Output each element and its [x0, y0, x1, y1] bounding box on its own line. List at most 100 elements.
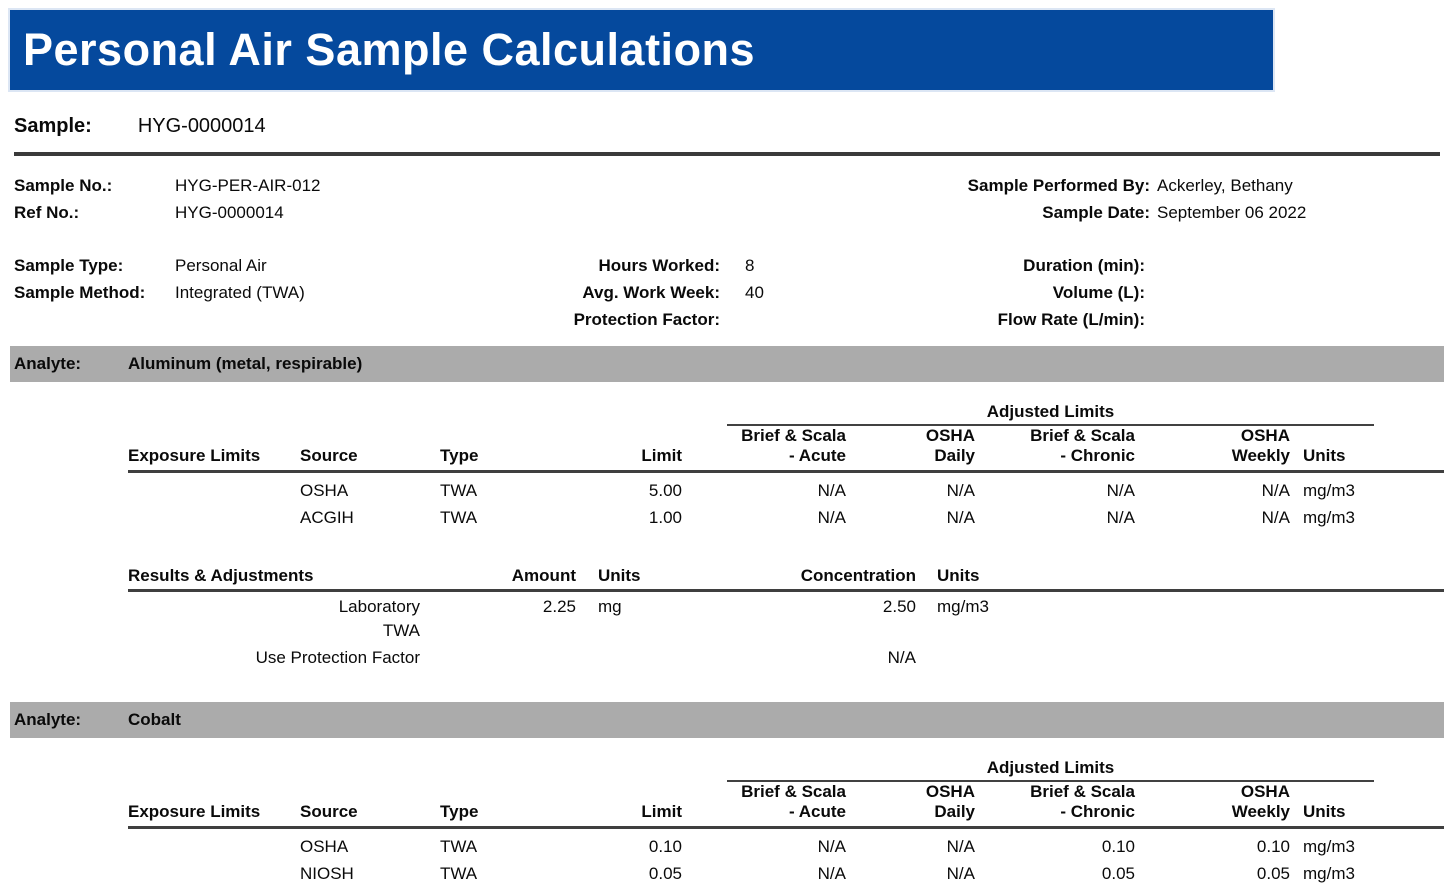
- parameters-left-column: Sample Type: Personal Air Sample Method:…: [14, 252, 544, 333]
- result-amount: [420, 617, 576, 644]
- limit-source: OSHA: [300, 836, 349, 856]
- limit-header: Limit: [530, 426, 682, 473]
- units-header: Units: [1290, 782, 1445, 829]
- adj-chronic: 0.05: [1101, 864, 1135, 883]
- sample-heading: Sample: HYG-0000014: [14, 113, 1444, 139]
- osha-daily-header: OSHA Daily: [846, 426, 975, 473]
- hours-worked-row: Hours Worked: 8: [544, 252, 805, 279]
- limits-header-row: Exposure Limits Source Type Limit Brief …: [128, 426, 1445, 473]
- sample-date-row: Sample Date: September 06 2022: [710, 199, 1444, 226]
- analyte-name: Aluminum (metal, respirable): [128, 354, 363, 373]
- analyte-bar-cobalt: Analyte: Cobalt: [10, 702, 1444, 738]
- sample-parameters-section: Sample Type: Personal Air Sample Method:…: [14, 252, 1444, 333]
- limit-row: OSHA TWA 5.00 N/A N/A N/A N/A mg/m3: [128, 472, 1444, 503]
- limit-type: TWA: [440, 864, 478, 883]
- identity-right-column: Sample Performed By: Ackerley, Bethany S…: [710, 172, 1444, 226]
- limit-source: ACGIH: [300, 508, 354, 527]
- adj-chronic: N/A: [1106, 508, 1135, 527]
- sample-date-value: September 06 2022: [1157, 203, 1307, 222]
- limit-units: mg/m3: [1303, 836, 1355, 856]
- adj-acute: N/A: [817, 508, 846, 527]
- parameters-right-column: Duration (min): Volume (L): Flow Rate (L…: [805, 252, 1444, 333]
- duration-row: Duration (min):: [805, 252, 1444, 279]
- concentration-header: Concentration: [700, 565, 916, 592]
- adjusted-limits-group-header: Adjusted Limits: [727, 402, 1375, 426]
- results-adjustments-header: Results & Adjustments: [128, 565, 420, 592]
- sample-no-row: Sample No.: HYG-PER-AIR-012: [14, 172, 710, 199]
- avg-work-week-row: Avg. Work Week: 40: [544, 279, 805, 306]
- limits-header-row: Exposure Limits Source Type Limit Brief …: [128, 782, 1445, 829]
- ref-no-row: Ref No.: HYG-0000014: [14, 199, 710, 226]
- analyte-bar-aluminum: Analyte: Aluminum (metal, respirable): [10, 346, 1444, 382]
- adj-osha-daily: N/A: [946, 864, 975, 883]
- result-amount: 2.25: [542, 596, 576, 616]
- protection-factor-row: Protection Factor:: [544, 306, 805, 333]
- result-amount-units: mg: [598, 596, 622, 616]
- concentration-units-header: Units: [916, 565, 1444, 592]
- flow-rate-label: Flow Rate (L/min):: [997, 310, 1145, 329]
- limit-value: 1.00: [648, 508, 682, 527]
- result-concentration: 2.50: [882, 596, 916, 616]
- limit-units: mg/m3: [1303, 508, 1355, 527]
- page-title: Personal Air Sample Calculations: [23, 24, 756, 75]
- adj-osha-weekly: 0.05: [1256, 864, 1290, 883]
- result-row: Laboratory 2.25 mg 2.50 mg/m3: [128, 590, 1444, 617]
- results-adjustments-table-aluminum: Results & Adjustments Amount Units Conce…: [128, 565, 1444, 672]
- limit-type: TWA: [440, 480, 478, 500]
- brief-scala-acute-header: Brief & Scala - Acute: [682, 782, 846, 829]
- result-label: Laboratory: [338, 596, 420, 616]
- source-header: Source: [300, 782, 440, 829]
- type-header: Type: [440, 782, 530, 829]
- result-amount-units: [576, 644, 700, 671]
- limit-row: NIOSH TWA 0.05 N/A N/A 0.05 0.05 mg/m3: [128, 859, 1444, 890]
- title-banner: Personal Air Sample Calculations: [10, 10, 1273, 90]
- limit-row: OSHA TWA 0.10 N/A N/A 0.10 0.10 mg/m3: [128, 828, 1444, 859]
- exposure-limits-header: Exposure Limits: [128, 782, 300, 829]
- limit-value: 0.05: [648, 864, 682, 883]
- result-label: Use Protection Factor: [255, 647, 420, 667]
- performed-by-row: Sample Performed By: Ackerley, Bethany: [710, 172, 1444, 199]
- sample-heading-value: HYG-0000014: [137, 115, 266, 137]
- type-header: Type: [440, 426, 530, 473]
- limit-value: 0.10: [648, 836, 682, 856]
- osha-weekly-header: OSHA Weekly: [1135, 782, 1290, 829]
- adj-osha-daily: N/A: [946, 480, 975, 500]
- adjusted-limits-group-row: Adjusted Limits: [128, 754, 1444, 782]
- ref-no-label: Ref No.:: [14, 203, 80, 222]
- analyte-label: Analyte:: [14, 354, 82, 373]
- exposure-limits-table-cobalt: Adjusted Limits Exposure Limits Source T…: [128, 754, 1445, 890]
- result-amount: [420, 644, 576, 671]
- result-concentration-units: [916, 644, 1444, 671]
- duration-label: Duration (min):: [1023, 256, 1145, 275]
- parameters-middle-column: Hours Worked: 8 Avg. Work Week: 40 Prote…: [544, 252, 805, 333]
- result-label: TWA: [382, 620, 420, 640]
- adj-acute: N/A: [817, 836, 846, 856]
- adj-chronic: N/A: [1106, 480, 1135, 500]
- adj-chronic: 0.10: [1101, 836, 1135, 856]
- brief-scala-chronic-header: Brief & Scala - Chronic: [975, 426, 1135, 473]
- adj-osha-weekly: N/A: [1261, 508, 1290, 527]
- adj-osha-weekly: 0.10: [1256, 836, 1290, 856]
- adjusted-limits-group-row: Adjusted Limits: [128, 398, 1444, 426]
- osha-weekly-header: OSHA Weekly: [1135, 426, 1290, 473]
- exposure-limits-header: Exposure Limits: [128, 426, 300, 473]
- adjusted-limits-group-header: Adjusted Limits: [727, 758, 1375, 782]
- result-row: TWA: [128, 617, 1444, 644]
- result-concentration: [700, 617, 916, 644]
- result-concentration-units: mg/m3: [937, 596, 989, 616]
- adj-osha-daily: N/A: [946, 836, 975, 856]
- analyte-name: Cobalt: [128, 710, 181, 729]
- performed-by-label: Sample Performed By:: [967, 176, 1150, 195]
- adj-acute: N/A: [817, 864, 846, 883]
- limit-row: ACGIH TWA 1.00 N/A N/A N/A N/A mg/m3: [128, 503, 1444, 534]
- limit-source: OSHA: [300, 480, 349, 500]
- limit-units: mg/m3: [1303, 480, 1355, 500]
- sample-type-value: Personal Air: [175, 256, 267, 275]
- ref-no-value: HYG-0000014: [175, 203, 284, 222]
- limit-type: TWA: [440, 508, 478, 527]
- analyte-label: Analyte:: [14, 710, 82, 729]
- osha-daily-header: OSHA Daily: [846, 782, 975, 829]
- result-row: Use Protection Factor N/A: [128, 644, 1444, 671]
- exposure-limits-table-aluminum: Adjusted Limits Exposure Limits Source T…: [128, 398, 1445, 534]
